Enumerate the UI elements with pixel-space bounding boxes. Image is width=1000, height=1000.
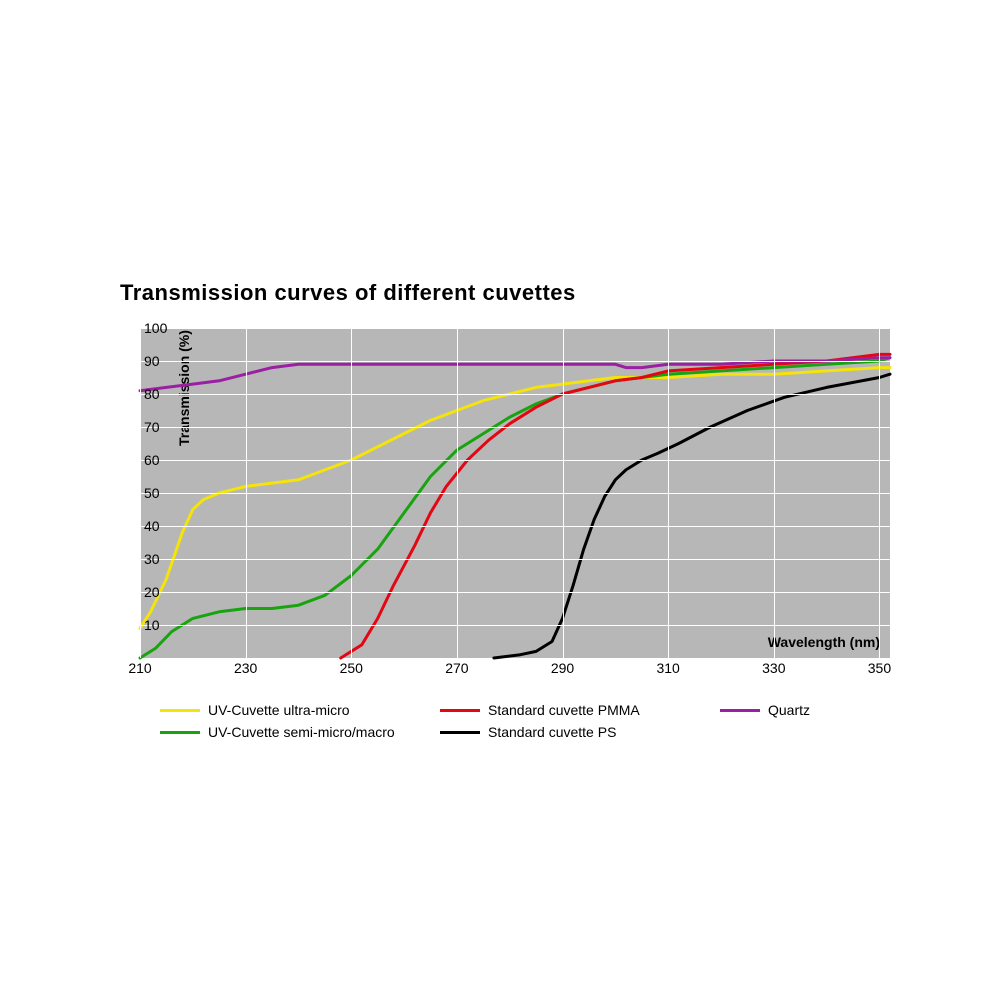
grid-line-v (140, 328, 141, 658)
grid-line-v (246, 328, 247, 658)
chart-container: Transmission curves of different cuvette… (110, 280, 890, 740)
y-tick-label: 20 (144, 584, 160, 600)
x-tick-label: 330 (762, 660, 785, 676)
grid-line-v (563, 328, 564, 658)
y-tick-label: 80 (144, 386, 160, 402)
grid-line-h (140, 361, 890, 362)
y-tick-label: 10 (144, 617, 160, 633)
x-tick-label: 290 (551, 660, 574, 676)
legend-item: UV-Cuvette semi-micro/macro (160, 724, 440, 740)
chart-outer: Transmission (%) Wavelength (nm) 1020304… (110, 328, 890, 678)
legend-swatch (160, 731, 200, 734)
legend-item: UV-Cuvette ultra-micro (160, 702, 440, 718)
y-tick-label: 70 (144, 419, 160, 435)
y-tick-label: 60 (144, 452, 160, 468)
legend-label: UV-Cuvette semi-micro/macro (208, 724, 395, 740)
series-line (341, 354, 890, 658)
grid-line-h (140, 328, 890, 329)
grid-line-h (140, 526, 890, 527)
legend-swatch (440, 731, 480, 734)
x-tick-label: 230 (234, 660, 257, 676)
legend-swatch (440, 709, 480, 712)
grid-line-v (457, 328, 458, 658)
y-tick-label: 50 (144, 485, 160, 501)
grid-line-h (140, 559, 890, 560)
grid-line-v (879, 328, 880, 658)
grid-line-h (140, 427, 890, 428)
grid-line-h (140, 625, 890, 626)
legend-item: Standard cuvette PS (440, 724, 720, 740)
legend-swatch (160, 709, 200, 712)
y-tick-label: 90 (144, 353, 160, 369)
grid-line-h (140, 394, 890, 395)
grid-line-v (668, 328, 669, 658)
x-tick-label: 270 (445, 660, 468, 676)
legend-item: Quartz (720, 702, 880, 718)
legend-item: Standard cuvette PMMA (440, 702, 720, 718)
series-line (140, 368, 890, 629)
y-tick-label: 30 (144, 551, 160, 567)
legend-label: UV-Cuvette ultra-micro (208, 702, 350, 718)
legend-swatch (720, 709, 760, 712)
y-tick-label: 100 (144, 320, 167, 336)
series-line (494, 374, 890, 658)
grid-line-v (774, 328, 775, 658)
plot-area: Transmission (%) Wavelength (nm) 1020304… (140, 328, 890, 658)
legend-label: Quartz (768, 702, 810, 718)
y-tick-label: 40 (144, 518, 160, 534)
grid-line-h (140, 592, 890, 593)
x-tick-label: 310 (656, 660, 679, 676)
legend-label: Standard cuvette PS (488, 724, 616, 740)
x-tick-label: 210 (128, 660, 151, 676)
grid-line-v (351, 328, 352, 658)
x-tick-label: 350 (868, 660, 891, 676)
grid-line-h (140, 460, 890, 461)
grid-line-h (140, 493, 890, 494)
x-tick-label: 250 (340, 660, 363, 676)
legend: UV-Cuvette ultra-micro Standard cuvette P… (160, 702, 890, 740)
series-line (140, 358, 890, 658)
legend-label: Standard cuvette PMMA (488, 702, 640, 718)
chart-title: Transmission curves of different cuvette… (120, 280, 890, 306)
